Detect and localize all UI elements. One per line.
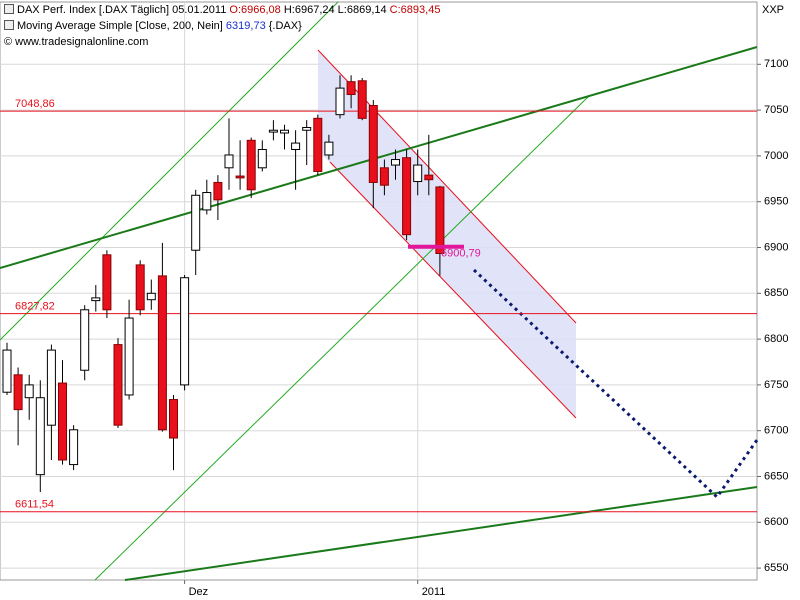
indicator-symbol: {.DAX} bbox=[268, 20, 302, 32]
y-tick-label: 6650 bbox=[764, 470, 788, 482]
candle-body bbox=[124, 317, 134, 396]
low-value: L:6869,14 bbox=[337, 4, 387, 16]
trendline-thin bbox=[0, 1, 339, 341]
candle-body bbox=[246, 139, 256, 191]
date: 05.01.2011 bbox=[172, 4, 227, 16]
trendline bbox=[124, 486, 758, 581]
candle-body bbox=[357, 80, 367, 119]
candle-body bbox=[402, 157, 412, 236]
y-tick-label: 6800 bbox=[764, 333, 788, 345]
header-line: Moving Average Simple [Close, 200, Nein]… bbox=[4, 18, 440, 34]
candle-body bbox=[69, 429, 79, 466]
y-tick-label: 7100 bbox=[764, 58, 788, 70]
candle-body bbox=[391, 159, 400, 166]
y-tick-label: 7050 bbox=[764, 104, 788, 116]
header: DAX Perf. Index [.DAX Täglich] 05.01.201… bbox=[4, 2, 440, 50]
candle-body bbox=[157, 275, 167, 431]
candle-body bbox=[379, 167, 389, 186]
candle-body bbox=[313, 117, 323, 172]
indicator: Moving Average Simple [Close, 200, Nein] bbox=[17, 20, 223, 32]
level-label: 6611,54 bbox=[15, 499, 54, 511]
level-label: 7048,86 bbox=[15, 98, 55, 110]
candle-body bbox=[80, 309, 90, 371]
candle-body bbox=[202, 192, 212, 211]
y-tick-label: 6950 bbox=[764, 196, 788, 208]
candle-body bbox=[302, 126, 312, 131]
candle-body bbox=[268, 129, 278, 133]
candle-body bbox=[213, 181, 223, 201]
candle-body bbox=[191, 194, 201, 251]
candle-body bbox=[346, 81, 356, 96]
y-tick-label: 6850 bbox=[764, 287, 788, 299]
candle-body bbox=[224, 154, 234, 169]
y-tick-label: 7000 bbox=[764, 150, 788, 162]
candle-body bbox=[169, 399, 178, 439]
candle-body bbox=[13, 374, 23, 411]
plot-frame bbox=[0, 1, 758, 581]
candle-body bbox=[291, 142, 301, 150]
candle-body bbox=[280, 129, 289, 134]
y-tick-label: 6600 bbox=[764, 516, 788, 528]
y-tick-label: 6750 bbox=[764, 379, 788, 391]
close-value: C:6893,45 bbox=[389, 4, 441, 16]
channel-lower bbox=[329, 161, 577, 419]
candle-body bbox=[58, 382, 67, 461]
candle-body bbox=[368, 105, 378, 183]
trendline-thin bbox=[94, 94, 591, 581]
x-tick-label: Dez bbox=[189, 586, 209, 598]
open-value: O:6966,08 bbox=[229, 4, 281, 16]
y-tick-label: 6550 bbox=[764, 562, 788, 574]
high-value: H:6967,24 bbox=[283, 4, 335, 16]
candle-body bbox=[146, 292, 156, 301]
candle-body bbox=[180, 277, 190, 386]
projection bbox=[472, 268, 759, 500]
header-line: DAX Perf. Index [.DAX Täglich] 05.01.201… bbox=[4, 2, 440, 18]
candle-body bbox=[91, 297, 101, 302]
axis-label: XXP bbox=[762, 4, 784, 16]
candle-body bbox=[35, 397, 45, 476]
candle-body bbox=[257, 148, 267, 169]
candle-body bbox=[24, 384, 34, 399]
candle-body bbox=[113, 344, 123, 426]
candle-body bbox=[424, 174, 434, 181]
candle-body bbox=[46, 349, 56, 426]
candle-body bbox=[335, 87, 345, 116]
indicator-value: 6319,73 bbox=[225, 20, 266, 32]
candle-body bbox=[2, 349, 12, 393]
candle-body bbox=[324, 141, 334, 156]
source: © www.tradesignalonline.com bbox=[4, 36, 149, 48]
candle-body bbox=[135, 264, 145, 311]
x-tick-label: 2011 bbox=[422, 586, 446, 598]
candle-body bbox=[102, 254, 112, 311]
level-label: 6827,82 bbox=[15, 301, 55, 313]
y-tick-label: 6900 bbox=[764, 241, 788, 253]
candle-body bbox=[413, 164, 423, 183]
y-tick-label: 6700 bbox=[764, 425, 788, 437]
candle-body bbox=[235, 175, 245, 179]
marker-label: 6900,79 bbox=[441, 248, 481, 260]
header-line: © www.tradesignalonline.com bbox=[4, 34, 440, 50]
trendline bbox=[0, 46, 758, 269]
regression-channel bbox=[318, 50, 576, 418]
symbol: DAX Perf. Index [.DAX Täglich] bbox=[17, 4, 170, 16]
candle-body bbox=[435, 186, 445, 254]
